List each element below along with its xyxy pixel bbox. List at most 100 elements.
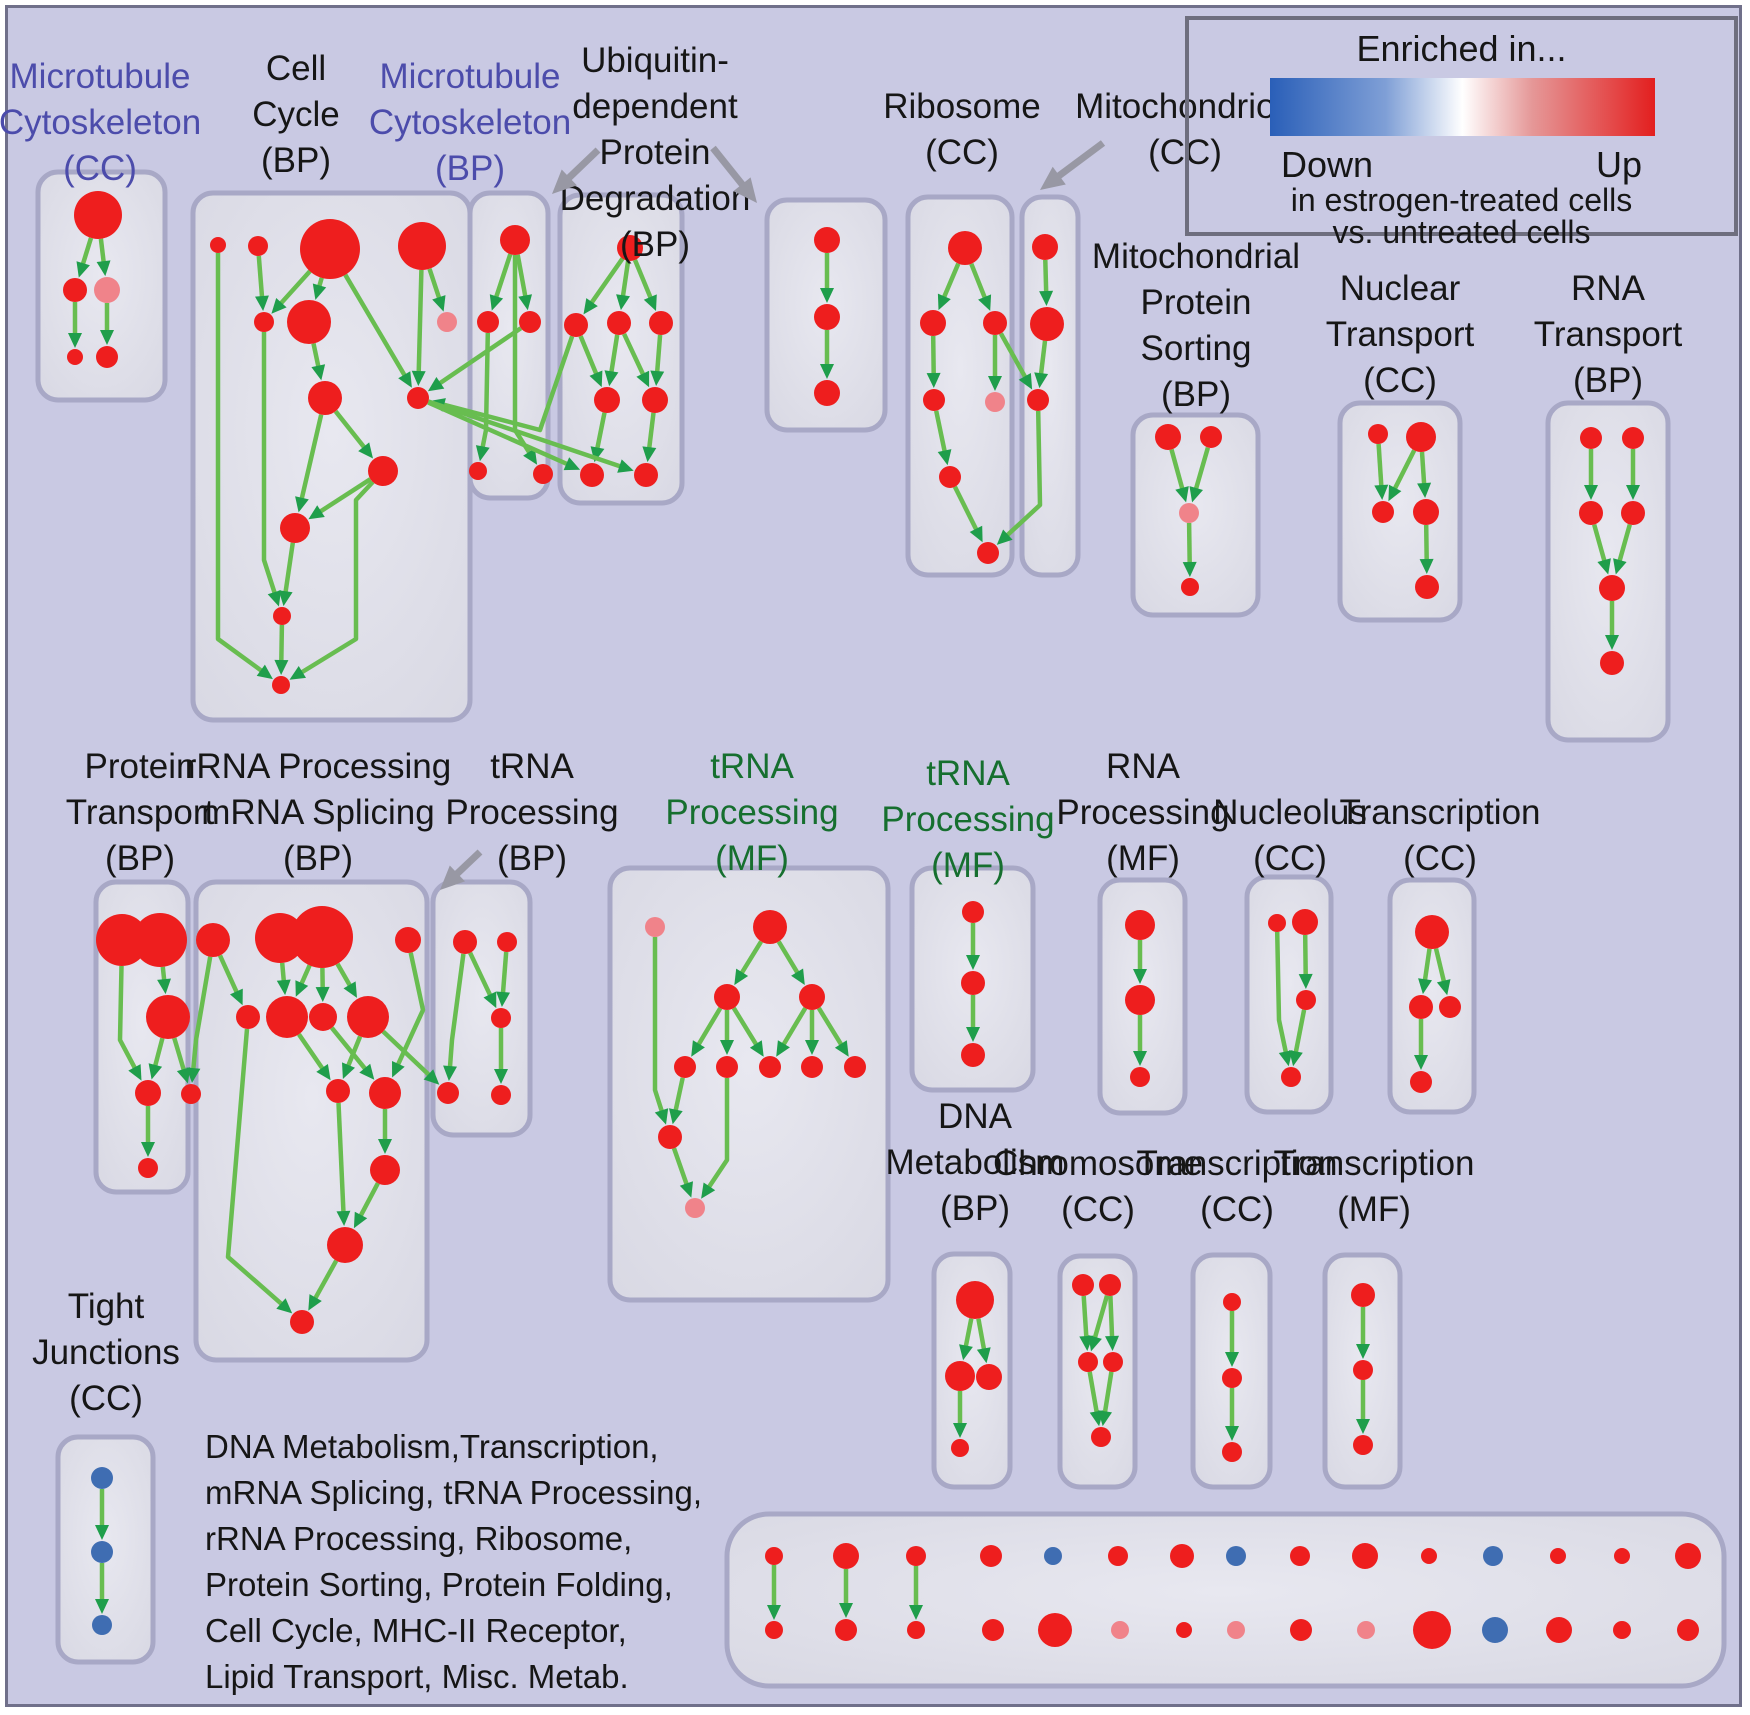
go-term-node [1072,1274,1094,1296]
arrowhead-icon [734,968,749,986]
go-term-node [1614,1548,1630,1564]
edge-line [330,1026,368,1072]
go-term-node [254,312,274,332]
cluster-label-nucleolus-cc: (CC) [1253,839,1327,878]
note-line: rRNA Processing, Ribosome, [205,1520,633,1557]
cluster-box-misc-clusters [724,1511,1727,1689]
go-term-node [300,219,360,279]
go-term-node [814,380,840,406]
go-term-node [395,927,421,953]
arrowhead-icon [1414,1055,1428,1070]
note-line: Cell Cycle, MHC-II Receptor, [205,1612,627,1649]
go-term-node [91,1467,113,1489]
go-term-node [759,1056,781,1078]
cluster-label-ubiquitin-degradation-bp: Ubiquitin- [581,41,729,80]
go-term-node [962,901,984,923]
go-term-node [469,462,487,480]
arrowhead-icon [483,991,497,1009]
edge-line [298,964,312,986]
go-term-node [1223,1293,1241,1311]
arrowhead-icon [1605,635,1619,650]
go-term-node [685,1198,705,1218]
arrowhead-icon [1098,1410,1112,1427]
edge-line [976,1318,987,1351]
edge-line [1419,451,1427,486]
go-term-node [983,311,1007,335]
go-term-node [906,1546,926,1566]
cluster-label-cell-cycle-bp: Cell [266,49,326,88]
arrowhead-icon [650,370,665,386]
edge-line [969,262,988,300]
go-term-node [985,392,1005,412]
go-term-node [753,910,787,944]
go-term-node [844,1056,866,1078]
edge-line [673,1077,685,1113]
edge-line [1293,1009,1307,1054]
go-term-node [369,1077,401,1109]
arrowhead-icon [976,1347,991,1364]
arrowhead-icon [978,294,992,311]
cluster-label-microtubule-cytoskeleton-bp: (BP) [435,149,505,188]
go-term-node [1038,1613,1072,1647]
arrowhead-icon [636,370,650,388]
cluster-label-cell-cycle-bp: (BP) [261,141,331,180]
cluster-label-trna-processing-mf: Processing [665,793,838,832]
cluster-box-chromosome-cc [1057,1253,1138,1490]
arrowhead-icon [1175,486,1189,503]
go-term-node [634,463,658,487]
edge-line [395,952,426,1067]
cluster-label-transcription-mf: (MF) [1337,1190,1411,1229]
cluster-label-microtubule-cytoskeleton-cc: Microtubule [10,57,191,96]
arrowhead-icon [583,298,598,315]
arrowhead-icon [316,1064,331,1081]
cluster-label-nuclear-transport-cc: (CC) [1363,361,1437,400]
edge-line [739,940,764,976]
arrowhead-icon [518,294,532,311]
go-term-node [580,463,604,487]
edge-line [594,412,607,450]
edge-line [632,259,654,300]
misc-cluster-note: DNA Metabolism,Transcription, mRNA Splic… [205,1424,702,1700]
go-term-node [799,984,825,1010]
arrowhead-icon [966,1027,980,1042]
edge-line [780,1006,808,1047]
go-term-node [308,381,342,415]
go-term-node [94,277,120,303]
go-term-node [1353,1360,1373,1380]
edge-line [468,951,493,998]
arrowhead-icon [679,1181,693,1198]
cluster-label-transcription-mf: Transcription [1274,1144,1475,1183]
go-term-node [273,607,291,625]
arrowhead-icon [1039,290,1054,306]
arrowhead-icon [1298,973,1313,989]
arrowhead-icon [276,979,291,996]
arrowhead-icon [966,955,980,970]
edge-line [1092,1294,1110,1340]
go-term-node [74,191,122,239]
go-term-node [961,1043,985,1067]
go-term-node [248,236,268,256]
go-term-node [290,1310,314,1334]
arrowhead-icon [308,1294,322,1311]
go-term-node [519,311,541,333]
arrowhead-icon [100,330,114,345]
arrowhead-icon [1418,978,1432,995]
go-term-node [1550,1548,1566,1564]
edge-line [654,334,663,374]
arrowhead-icon [1356,1419,1370,1434]
arrowhead-icon [256,664,273,680]
cluster-box-trna-processing-mf [607,865,891,1303]
arrowhead-icon [776,1040,790,1057]
cluster-label-rna-transport-bp: RNA [1571,269,1646,308]
go-term-node [491,1085,511,1105]
arrowhead-icon [1133,969,1147,984]
go-term-node [96,346,118,368]
go-term-node [327,1227,363,1263]
go-term-node [1599,575,1625,601]
arrowhead-icon [1419,558,1434,574]
go-term-node [1130,1067,1150,1087]
edge-line [963,1318,974,1348]
arrowhead-icon [654,1108,669,1125]
go-term-node [1439,996,1461,1018]
edge-line [1004,410,1043,538]
